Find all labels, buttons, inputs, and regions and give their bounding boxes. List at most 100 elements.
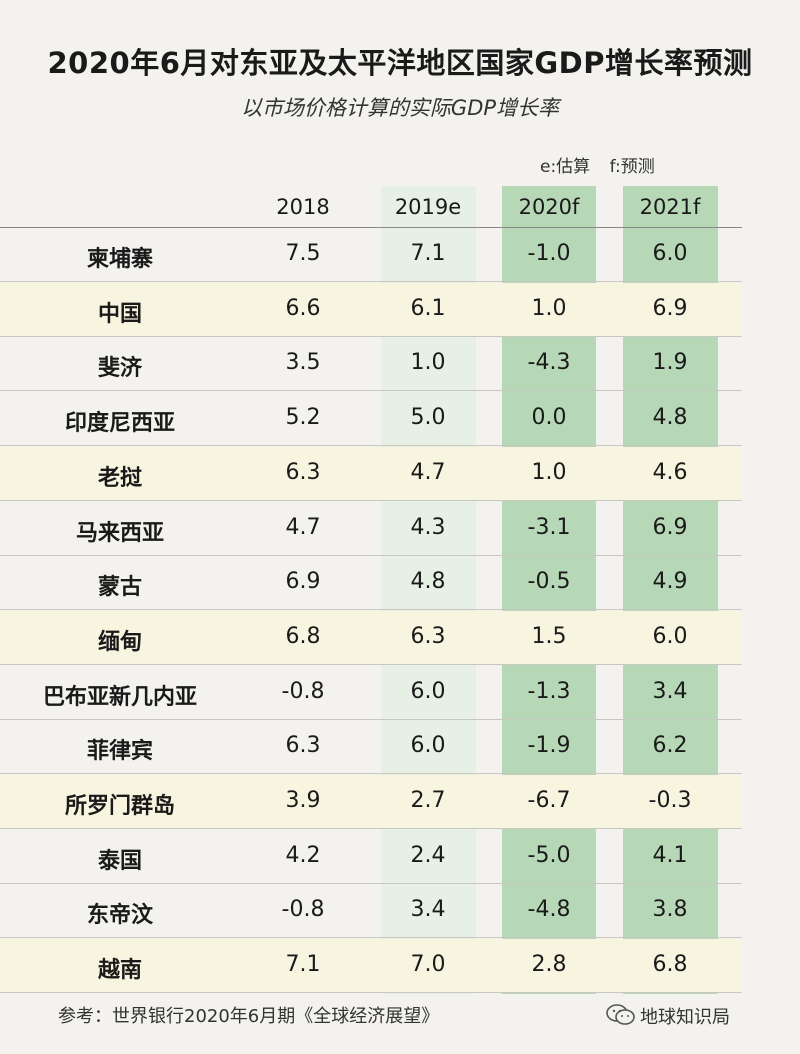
value-cell: -0.5 [527,569,571,595]
value-cell: 6.1 [410,295,446,321]
value-cell: 6.9 [285,569,321,595]
country-label: 越南 [97,958,142,984]
column-header: 2020f [518,195,580,219]
value-cell: 6.3 [285,733,321,759]
row-divider [0,609,742,611]
table-row: 所罗门群岛 3.9 2.7 -6.7 -0.3 [0,775,800,829]
value-cell: 7.0 [410,952,446,978]
value-cell: 6.0 [410,678,446,704]
value-cell: 6.0 [652,623,688,649]
value-cell: 4.2 [285,842,321,868]
country-label: 东帝汶 [86,903,153,929]
value-cell: -3.1 [527,514,571,540]
row-background [0,610,742,665]
value-cell: 6.0 [652,241,688,266]
value-cell: 2.8 [531,952,567,978]
country-label: 中国 [97,301,142,327]
value-cell: 3.4 [652,678,688,704]
wechat-icon [606,1004,635,1025]
value-cell: 4.7 [285,514,321,540]
column-header: 2021f [639,195,701,219]
row-background [0,446,742,501]
table-row: 泰国 4.2 2.4 -5.0 4.1 [0,830,800,884]
row-divider [0,390,742,392]
value-cell: 6.0 [410,733,446,759]
value-cell: 3.9 [285,788,321,813]
table-row: 东帝汶 -0.8 3.4 -4.8 3.8 [0,884,800,939]
country-label: 老挝 [97,465,142,491]
country-label: 印度尼西亚 [64,411,175,437]
value-cell: 2.4 [410,842,446,868]
chart-title: 2020年6月对东亚及太平洋地区国家GDP增长率预测 [47,46,753,80]
legend-estimate: e:估算 [540,157,591,177]
value-cell: 2.7 [410,788,446,813]
table-header: 2018 2019e 2020f 2021f [0,195,800,225]
value-cell: 1.5 [531,623,567,649]
value-cell: 4.8 [410,569,446,595]
value-cell: 5.2 [285,405,321,431]
value-cell: -0.8 [281,678,325,704]
column-header: 2019e [394,195,462,219]
country-label: 斐济 [97,356,142,382]
value-cell: -4.8 [527,897,571,923]
brand-name: 地球知识局 [640,1007,730,1028]
value-cell: 4.1 [652,842,688,868]
source-note: 参考：世界银行2020年6月期《全球经济展望》 [58,1006,440,1027]
country-label: 蒙古 [97,575,142,601]
table-row: 柬埔寨 7.5 7.1 -1.0 6.0 [0,228,800,282]
value-cell: 4.3 [410,514,446,540]
value-cell: 6.8 [285,623,321,649]
value-cell: 6.3 [285,459,321,485]
value-cell: -4.3 [527,350,571,376]
country-label: 巴布亚新几内亚 [42,684,197,710]
value-cell: -0.3 [648,788,692,813]
country-label: 缅甸 [97,629,142,655]
table-row: 老挝 6.3 4.7 1.0 4.6 [0,446,800,501]
legend-forecast: f:预测 [609,157,655,177]
country-label: 泰国 [97,848,142,874]
value-cell: 6.9 [652,295,688,321]
value-cell: -1.0 [527,241,571,266]
header-divider [0,227,742,228]
row-divider [0,828,742,829]
row-divider [0,992,742,994]
table-row: 缅甸 6.8 6.3 1.5 6.0 [0,610,800,665]
country-label: 马来西亚 [75,520,164,546]
row-background [0,775,742,829]
table-row: 印度尼西亚 5.2 5.0 0.0 4.8 [0,392,800,447]
value-cell: 6.6 [285,295,321,321]
value-cell: 6.8 [652,952,688,978]
row-divider [0,937,742,939]
value-cell: 6.2 [652,733,688,759]
legend: e:估算 f:预测 [540,152,740,177]
value-cell: -5.0 [527,842,571,868]
value-cell: 1.9 [652,350,688,376]
table-row: 中国 6.6 6.1 1.0 6.9 [0,282,800,337]
value-cell: 7.5 [285,241,321,266]
value-cell: -1.9 [527,733,571,759]
value-cell: 3.8 [652,897,688,923]
value-cell: 4.7 [410,459,446,485]
value-cell: 0.0 [531,405,567,431]
value-cell: 7.1 [285,952,321,978]
value-cell: 6.9 [652,514,688,540]
value-cell: -0.8 [281,897,325,923]
value-cell: 4.8 [652,405,688,431]
value-cell: 3.5 [285,350,321,376]
value-cell: -6.7 [527,788,571,813]
table-row: 蒙古 6.9 4.8 -0.5 4.9 [0,556,800,611]
chart-subtitle: 以市场价格计算的实际GDP增长率 [240,96,560,120]
country-label: 菲律宾 [86,739,153,765]
value-cell: 4.6 [652,459,688,485]
value-cell: 4.9 [652,569,688,595]
row-divider [0,445,742,447]
row-divider [0,335,742,337]
table-row: 菲律宾 6.3 6.0 -1.9 6.2 [0,720,800,775]
table-row: 斐济 3.5 1.0 -4.3 1.9 [0,337,800,392]
row-divider [0,718,742,720]
row-divider [0,554,742,556]
value-cell: 1.0 [531,459,567,485]
value-cell: 5.0 [410,405,446,431]
value-cell: 1.0 [410,350,446,376]
value-cell: -1.3 [527,678,571,704]
